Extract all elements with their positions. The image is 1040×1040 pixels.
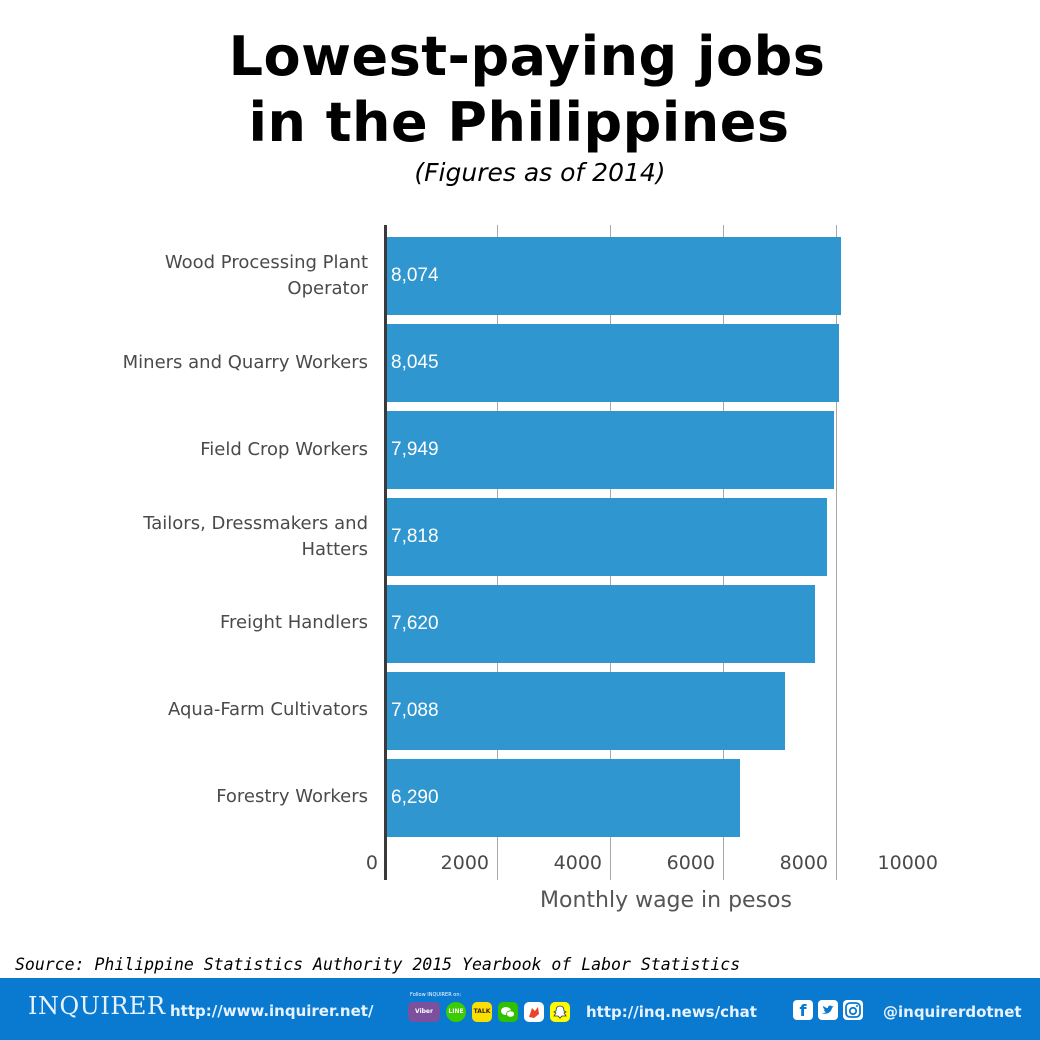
category-label: Wood Processing Plant Operator (68, 250, 368, 302)
bar-field-crop (387, 411, 834, 489)
category-label: Forestry Workers (216, 786, 368, 807)
line-icon[interactable]: LINE (446, 1002, 466, 1022)
source-note: Source: Philippine Statistics Authority … (15, 955, 741, 974)
x-tick: 6000 (666, 852, 715, 874)
x-tick: 8000 (779, 852, 828, 874)
bar-wood-processing (387, 237, 841, 315)
bar-value: 8,045 (391, 352, 439, 373)
x-tick: 2000 (440, 852, 489, 874)
category-label: Miners and Quarry Workers (122, 352, 368, 373)
bar-value: 7,620 (391, 613, 439, 634)
x-tick: 0 (365, 852, 378, 874)
bar-chart: 8,074 8,045 7,949 7,818 7,620 7,088 6,29… (68, 225, 938, 913)
category-label: Tailors, Dressmakers and Hatters (68, 511, 368, 563)
instagram-icon[interactable] (843, 1000, 863, 1020)
x-tick: 10000 (877, 852, 938, 874)
footer-bar: INQUIRER http://www.inquirer.net/ Follow… (0, 978, 1040, 1040)
inquirer-logo: INQUIRER (28, 992, 166, 1020)
viber-icon[interactable]: Viber (408, 1002, 440, 1022)
category-label: Freight Handlers (220, 612, 368, 633)
chart-subtitle: (Figures as of 2014) (414, 158, 666, 187)
category-label: Field Crop Workers (200, 439, 368, 460)
y-axis-line (384, 225, 387, 880)
twitter-icon[interactable] (818, 1000, 838, 1020)
category-label-line: Tailors, Dressmakers and (143, 513, 368, 534)
bar-value: 8,074 (391, 265, 439, 286)
bar-forestry (387, 759, 740, 837)
chart-title-line1: Lowest-paying jobs (228, 25, 826, 88)
social-handle[interactable]: @inquirerdotnet (883, 1003, 1022, 1021)
bar-aqua-farm (387, 672, 785, 750)
x-tick: 4000 (553, 852, 602, 874)
kakaotalk-icon[interactable]: TALK (472, 1002, 492, 1022)
facebook-icon[interactable]: f (793, 1000, 813, 1020)
site-link[interactable]: http://www.inquirer.net/ (170, 1002, 374, 1020)
bar-freight-handlers (387, 585, 815, 663)
bar-miners-quarry (387, 324, 839, 402)
category-label-line: Operator (287, 278, 368, 299)
chat-link[interactable]: http://inq.news/chat (586, 1003, 757, 1021)
bar-tailors (387, 498, 827, 576)
bar-value: 7,949 (391, 439, 439, 460)
category-label-line: Wood Processing Plant (164, 252, 368, 273)
gridline-8000 (836, 225, 837, 880)
bar-value: 7,818 (391, 526, 439, 547)
bar-value: 6,290 (391, 787, 439, 808)
bar-value: 7,088 (391, 700, 439, 721)
wechat-icon[interactable] (498, 1002, 518, 1022)
follow-text: Follow INQUIRER on: (410, 992, 462, 998)
snapchat-icon[interactable] (550, 1002, 570, 1022)
category-label: Aqua-Farm Cultivators (168, 699, 368, 720)
x-axis-label: Monthly wage in pesos (540, 888, 792, 913)
chart-title-line2: in the Philippines (248, 91, 790, 154)
category-label-line: Hatters (301, 539, 368, 560)
hand-app-icon[interactable] (524, 1002, 544, 1022)
